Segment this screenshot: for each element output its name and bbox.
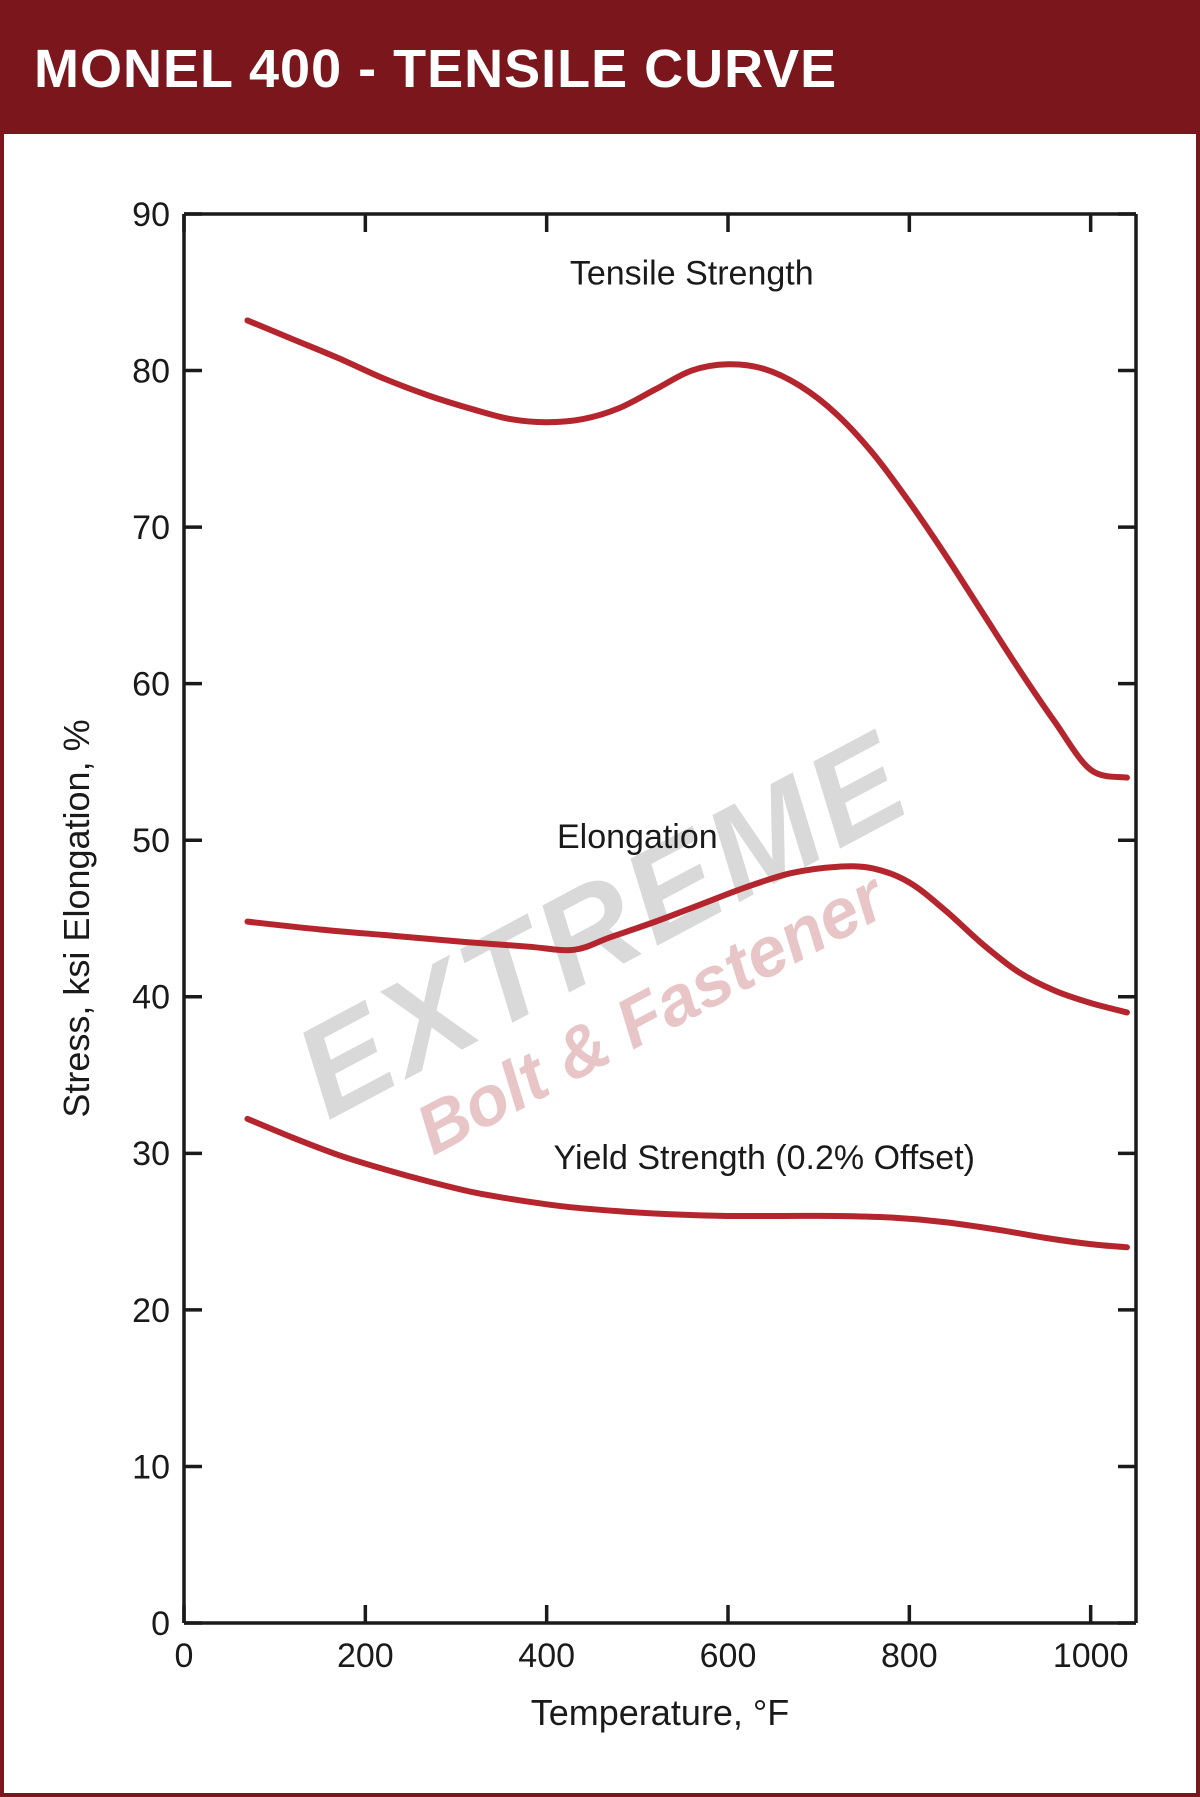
- x-tick-label: 600: [700, 1637, 757, 1675]
- chart-title-bar: MONEL 400 - TENSILE CURVE: [4, 4, 1196, 134]
- y-tick-label: 0: [151, 1605, 170, 1643]
- y-axis-label: Stress, ksi Elongation, %: [56, 719, 97, 1117]
- watermark: EXTREMEBolt & Fastener: [272, 702, 964, 1205]
- chart-plot: EXTREMEBolt & Fastener 0 200 400 600 800 1000 0…: [4, 134, 1196, 1793]
- tensile-strength-label: Tensile Strength: [570, 254, 814, 292]
- x-axis-label: Temperature, °F: [531, 1692, 790, 1733]
- y-tick-label: 50: [132, 822, 170, 860]
- chart-frame: MONEL 400 - TENSILE CURVE EXTREMEBolt & F…: [0, 0, 1200, 1797]
- x-tick-label: 800: [881, 1637, 938, 1675]
- y-tick-label: 30: [132, 1135, 170, 1173]
- tensile-strength-curve: [247, 320, 1126, 777]
- elongation-label: Elongation: [557, 818, 718, 856]
- x-tick-label: 400: [518, 1637, 575, 1675]
- x-tick-label: 200: [337, 1637, 394, 1675]
- yield-strength-label: Yield Strength (0.2% Offset): [554, 1139, 975, 1177]
- x-tick-label: 0: [175, 1637, 194, 1675]
- y-tick-label: 70: [132, 509, 170, 547]
- y-tick-label: 80: [132, 352, 170, 390]
- chart-title: MONEL 400 - TENSILE CURVE: [34, 38, 837, 100]
- y-tick-label: 60: [132, 666, 170, 704]
- y-tick-label: 20: [132, 1292, 170, 1330]
- x-tick-label: 1000: [1053, 1637, 1129, 1675]
- y-tick-label: 90: [132, 196, 170, 234]
- y-tick-label: 10: [132, 1448, 170, 1486]
- y-tick-label: 40: [132, 979, 170, 1017]
